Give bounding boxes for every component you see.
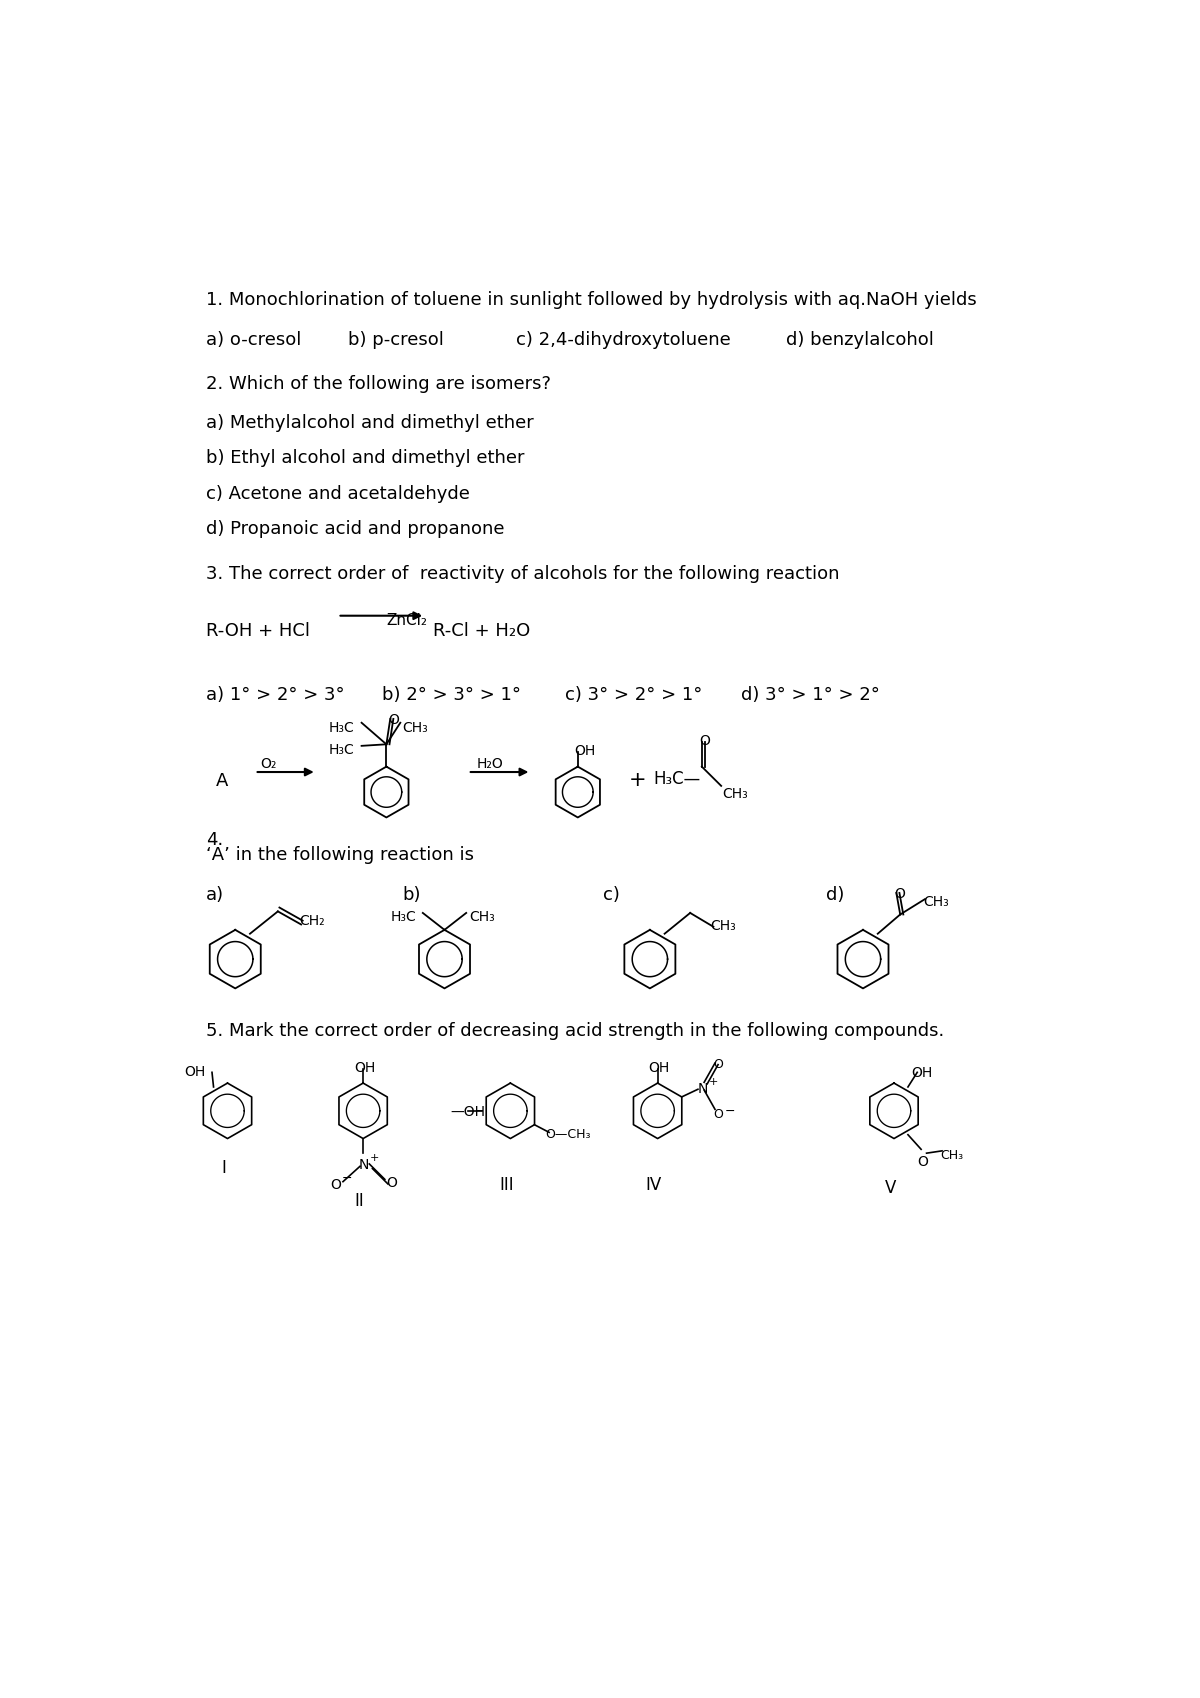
Text: OH: OH <box>184 1065 205 1078</box>
Text: c) 2,4-dihydroxytoluene: c) 2,4-dihydroxytoluene <box>516 331 731 348</box>
Text: 4.: 4. <box>206 830 223 849</box>
Text: IV: IV <box>646 1177 662 1194</box>
Text: O: O <box>700 734 710 749</box>
Text: N: N <box>697 1082 708 1095</box>
Text: CH₃: CH₃ <box>941 1150 964 1163</box>
Text: b) Ethyl alcohol and dimethyl ether: b) Ethyl alcohol and dimethyl ether <box>206 450 524 467</box>
Text: a): a) <box>206 886 224 903</box>
Text: ‘A’ in the following reaction is: ‘A’ in the following reaction is <box>206 846 474 864</box>
Text: CH₃: CH₃ <box>402 722 427 735</box>
Text: CH₃: CH₃ <box>469 910 496 924</box>
Text: OH: OH <box>574 744 595 759</box>
Text: c) Acetone and acetaldehyde: c) Acetone and acetaldehyde <box>206 486 469 503</box>
Text: I: I <box>221 1158 226 1177</box>
Text: II: II <box>354 1192 364 1209</box>
Text: a) Methylalcohol and dimethyl ether: a) Methylalcohol and dimethyl ether <box>206 414 534 431</box>
Text: H₃C: H₃C <box>390 910 416 924</box>
Text: O: O <box>917 1155 928 1170</box>
Text: R-Cl + H₂O: R-Cl + H₂O <box>433 621 530 640</box>
Text: O: O <box>330 1178 342 1192</box>
Text: +: + <box>629 771 647 791</box>
Text: c): c) <box>604 886 620 903</box>
Text: CH₃: CH₃ <box>924 895 949 908</box>
Text: 2. Which of the following are isomers?: 2. Which of the following are isomers? <box>206 375 551 394</box>
Text: +: + <box>370 1153 379 1163</box>
Text: b) p-cresol: b) p-cresol <box>348 331 444 348</box>
Text: H₃C: H₃C <box>329 742 355 757</box>
Text: R-OH + HCl: R-OH + HCl <box>206 621 310 640</box>
Text: CH₂: CH₂ <box>299 915 324 929</box>
Text: CH₃: CH₃ <box>722 788 749 801</box>
Text: OH: OH <box>354 1061 376 1075</box>
Text: N: N <box>359 1158 368 1172</box>
Text: +: + <box>709 1077 718 1087</box>
Text: O—CH₃: O—CH₃ <box>545 1127 590 1141</box>
Text: V: V <box>884 1178 896 1197</box>
Text: A: A <box>216 773 228 790</box>
Text: b): b) <box>402 886 420 903</box>
Text: b) 2° > 3° > 1°: b) 2° > 3° > 1° <box>383 686 522 703</box>
Text: d) benzylalcohol: d) benzylalcohol <box>786 331 934 348</box>
Text: H₂O: H₂O <box>478 757 504 771</box>
Text: CH₃: CH₃ <box>710 919 736 934</box>
Text: O: O <box>714 1107 724 1121</box>
Text: d) 3° > 1° > 2°: d) 3° > 1° > 2° <box>740 686 880 703</box>
Text: 1. Monochlorination of toluene in sunlight followed by hydrolysis with aq.NaOH y: 1. Monochlorination of toluene in sunlig… <box>206 290 977 309</box>
Text: a) o-cresol: a) o-cresol <box>206 331 301 348</box>
Text: H₃C—: H₃C— <box>654 771 701 788</box>
Text: d): d) <box>826 886 844 903</box>
Text: 5. Mark the correct order of decreasing acid strength in the following compounds: 5. Mark the correct order of decreasing … <box>206 1022 944 1041</box>
Text: OH: OH <box>911 1066 932 1080</box>
Text: O: O <box>894 886 905 900</box>
Text: −: − <box>725 1105 734 1117</box>
Text: O₂: O₂ <box>260 757 276 771</box>
Text: a) 1° > 2° > 3°: a) 1° > 2° > 3° <box>206 686 344 703</box>
Text: O: O <box>714 1058 724 1071</box>
Text: H₃C: H₃C <box>329 722 355 735</box>
Text: ZnCl₂: ZnCl₂ <box>386 613 427 628</box>
Text: O: O <box>386 1177 397 1190</box>
Text: —OH: —OH <box>450 1105 485 1119</box>
Text: 3. The correct order of  reactivity of alcohols for the following reaction: 3. The correct order of reactivity of al… <box>206 565 839 582</box>
Text: c) 3° > 2° > 1°: c) 3° > 2° > 1° <box>565 686 702 703</box>
Text: −: − <box>342 1172 352 1185</box>
Text: OH: OH <box>648 1061 670 1075</box>
Text: III: III <box>499 1177 514 1194</box>
Text: O: O <box>389 713 400 727</box>
Text: d) Propanoic acid and propanone: d) Propanoic acid and propanone <box>206 520 504 538</box>
